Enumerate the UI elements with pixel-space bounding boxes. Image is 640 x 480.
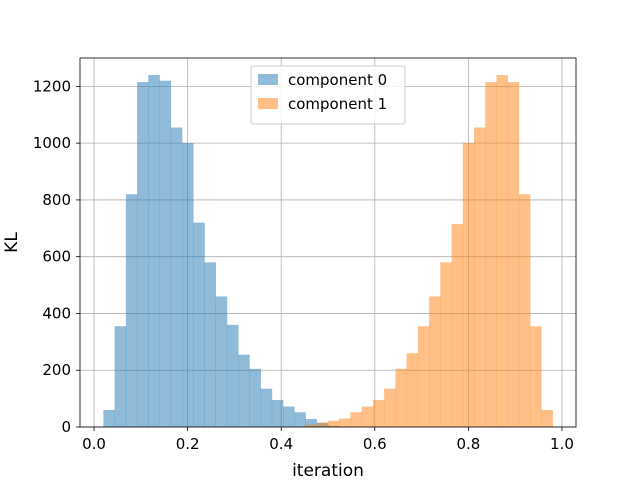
- x-tick-label: 0.6: [363, 435, 387, 453]
- legend-swatch-component-1: [258, 98, 278, 109]
- histogram-bar-component-1: [350, 412, 362, 427]
- histogram-bar-component-1: [507, 82, 520, 427]
- histogram-bar-component-0: [170, 127, 183, 428]
- histogram-bar-component-1: [372, 400, 385, 427]
- histogram-bar-component-1: [395, 368, 407, 427]
- x-axis-ticks: 0.0 0.2 0.4 0.6 0.8 1.0: [82, 427, 574, 453]
- histogram-bar-component-1: [305, 424, 318, 427]
- histogram-bar-component-1: [316, 422, 329, 427]
- legend-box: [250, 65, 406, 125]
- histogram-bar-component-1: [361, 406, 374, 427]
- histogram-bar-component-1: [328, 420, 340, 427]
- histogram-bar-component-0: [215, 296, 228, 427]
- y-tick-label: 800: [42, 191, 71, 209]
- histogram-bar-component-1: [496, 75, 508, 428]
- histogram-bar-component-1: [440, 262, 452, 427]
- histogram-bar-component-0: [271, 400, 284, 427]
- histogram-bar-component-1: [451, 224, 464, 427]
- histogram-bar-component-1: [530, 326, 542, 427]
- legend: component 0 component 1: [250, 65, 406, 125]
- histogram-bar-component-0: [182, 143, 194, 427]
- histogram-bar-component-0: [260, 388, 273, 427]
- legend-label-component-0: component 0: [288, 71, 387, 89]
- histogram-bar-component-1: [541, 409, 553, 427]
- histogram-bar-component-1: [518, 194, 531, 427]
- histogram-bar-component-0: [305, 419, 318, 427]
- legend-label-component-1: component 1: [288, 95, 387, 113]
- histogram-bar-component-1: [406, 353, 419, 427]
- y-tick-label: 400: [42, 304, 71, 322]
- histogram-bar-component-0: [204, 262, 216, 427]
- histogram-bars: [103, 75, 553, 428]
- y-tick-label: 0: [61, 418, 71, 436]
- histogram-bar-component-1: [485, 82, 497, 427]
- histogram-bar-component-1: [339, 418, 351, 427]
- plot-area-frame: [79, 57, 577, 428]
- y-axis-ticks: 0 200 400 600 800 1000 1200: [33, 77, 80, 436]
- histogram-bar-component-0: [249, 368, 261, 427]
- histogram-bar-component-0: [103, 409, 115, 427]
- histogram-bar-component-0: [294, 412, 306, 427]
- histogram-bar-component-0: [283, 406, 295, 427]
- histogram-bar-component-1: [417, 326, 430, 427]
- legend-swatch-component-0: [258, 74, 278, 85]
- histogram-bar-component-0: [137, 82, 149, 427]
- histogram-bar-component-0: [159, 80, 172, 427]
- y-tick-label: 1000: [33, 134, 71, 152]
- histogram-bar-component-0: [125, 194, 138, 427]
- y-tick-label: 1200: [33, 77, 71, 95]
- histogram-bar-component-0: [193, 222, 205, 427]
- x-tick-label: 0.4: [269, 435, 293, 453]
- histogram-bar-component-1: [473, 127, 486, 428]
- x-tick-label: 0.2: [176, 435, 200, 453]
- histogram-bar-component-1: [429, 296, 441, 427]
- histogram-bar-component-0: [114, 326, 127, 427]
- histogram-bar-component-1: [384, 388, 396, 427]
- histogram-bar-component-1: [462, 143, 475, 427]
- x-tick-label: 1.0: [550, 435, 574, 453]
- x-tick-label: 0.8: [456, 435, 480, 453]
- histogram-bar-component-0: [226, 324, 239, 427]
- histogram-bar-component-0: [238, 354, 250, 427]
- y-tick-label: 200: [42, 361, 71, 379]
- y-tick-label: 600: [42, 248, 71, 266]
- y-axis-label: KL: [2, 232, 22, 253]
- x-tick-label: 0.0: [82, 435, 106, 453]
- x-axis-label: iteration: [292, 461, 364, 480]
- histogram-bar-component-0: [148, 75, 160, 428]
